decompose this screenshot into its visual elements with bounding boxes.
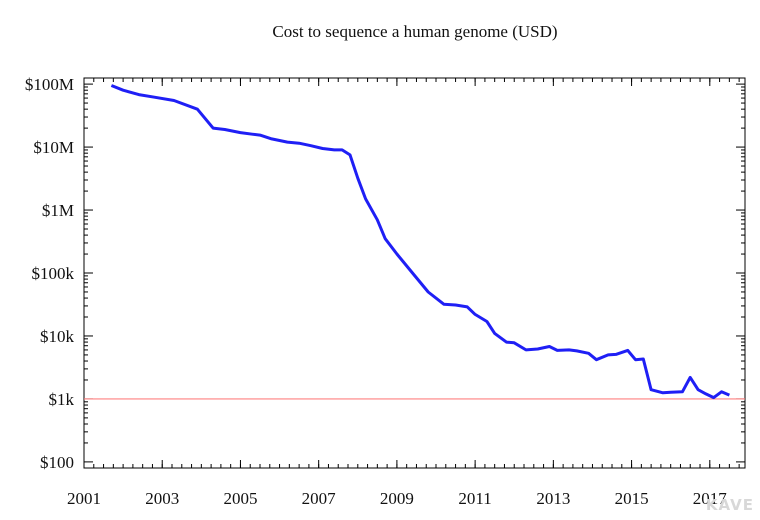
y-tick-label: $1k <box>49 390 75 409</box>
x-tick-label: 2017 <box>693 489 728 508</box>
watermark-logo: KAVE <box>705 496 754 514</box>
chart-title: Cost to sequence a human genome (USD) <box>272 22 558 41</box>
y-tick-label: $100M <box>25 75 74 94</box>
x-tick-label: 2005 <box>223 489 257 508</box>
x-tick-label: 2001 <box>67 489 101 508</box>
series-line-genome-cost <box>110 84 730 400</box>
y-tick-label: $100k <box>32 264 75 283</box>
y-tick-label: $100 <box>40 453 74 472</box>
y-tick-label: $1M <box>42 201 74 220</box>
plot-frame <box>83 77 746 469</box>
x-tick-label: 2015 <box>615 489 649 508</box>
series-group <box>110 84 730 400</box>
x-tick-label: 2013 <box>536 489 570 508</box>
axis-ticks <box>83 78 745 468</box>
axis-tick-labels: $100 $1k $10k $100k $1M $10M $100M 2001 2003 2005… <box>25 75 727 508</box>
y-tick-label: $10k <box>40 327 75 346</box>
x-tick-label: 2007 <box>302 489 337 508</box>
y-tick-label: $10M <box>33 138 74 157</box>
x-tick-label: 2009 <box>380 489 414 508</box>
x-tick-label: 2003 <box>145 489 179 508</box>
x-tick-label: 2011 <box>458 489 491 508</box>
